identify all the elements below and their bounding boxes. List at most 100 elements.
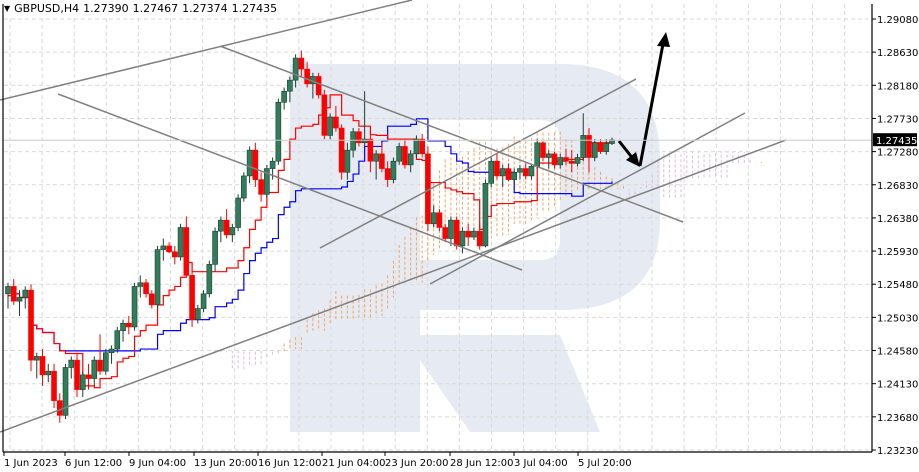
candle xyxy=(557,157,564,166)
candle xyxy=(327,116,333,136)
candle xyxy=(436,212,443,228)
candle xyxy=(505,168,512,180)
svg-text:1.29080: 1.29080 xyxy=(877,15,918,26)
candle xyxy=(419,138,425,155)
close-price: 1.27435 xyxy=(231,2,278,15)
candle xyxy=(603,143,610,152)
candle xyxy=(16,297,23,302)
candle xyxy=(586,135,592,158)
candle xyxy=(517,168,523,173)
candle xyxy=(545,153,552,158)
candle xyxy=(574,157,581,164)
price-scale-labels: 1.29080 1.28630 1.28180 1.27730 1.27280 1.268… xyxy=(872,15,918,457)
candle xyxy=(476,230,483,247)
trendline[interactable] xyxy=(0,0,413,101)
candle xyxy=(246,149,253,177)
candle xyxy=(45,370,52,376)
candle xyxy=(304,68,310,85)
candle xyxy=(206,264,213,295)
trendline[interactable] xyxy=(57,93,523,271)
svg-text:28 Jun 12:00: 28 Jun 12:00 xyxy=(450,458,514,469)
candle xyxy=(28,289,34,361)
candle xyxy=(333,116,339,129)
svg-text:6 Jun 12:00: 6 Jun 12:00 xyxy=(65,458,122,469)
svg-text:5 Jul 20:00: 5 Jul 20:00 xyxy=(578,458,632,469)
svg-text:13 Jun 20:00: 13 Jun 20:00 xyxy=(194,458,258,469)
arrow-up-icon xyxy=(657,32,670,47)
candle xyxy=(580,135,587,158)
candle xyxy=(183,227,190,276)
candle xyxy=(367,138,374,162)
candle xyxy=(528,166,535,177)
candle xyxy=(131,286,138,328)
watermark-logo xyxy=(290,64,660,432)
candle xyxy=(396,146,402,162)
svg-text:1.25030: 1.25030 xyxy=(877,313,918,324)
low-price: 1.27374 xyxy=(182,2,228,15)
candle xyxy=(471,230,477,238)
candle xyxy=(269,160,276,169)
candle xyxy=(413,138,420,155)
candle xyxy=(5,286,11,295)
svg-text:1.23680: 1.23680 xyxy=(877,413,918,424)
candle xyxy=(114,330,121,350)
candle xyxy=(62,367,69,416)
grid xyxy=(4,4,872,452)
candle xyxy=(321,94,328,136)
candle xyxy=(91,359,98,379)
candle xyxy=(39,356,46,376)
symbol-label: GBPUSD,H4 xyxy=(14,2,80,15)
svg-text:3 Jul 04:00: 3 Jul 04:00 xyxy=(514,458,568,469)
candle xyxy=(350,131,356,151)
candle xyxy=(465,230,471,238)
candle xyxy=(430,212,437,225)
candle xyxy=(85,374,92,379)
candle xyxy=(137,282,144,287)
candle xyxy=(315,76,322,96)
high-price: 1.27467 xyxy=(132,2,179,15)
candle xyxy=(568,160,575,164)
trendline[interactable] xyxy=(429,112,746,285)
candle xyxy=(229,227,236,236)
forecast-arrows xyxy=(617,32,670,167)
candle xyxy=(74,359,80,390)
trendline[interactable] xyxy=(0,139,787,433)
candle xyxy=(56,400,63,416)
candle xyxy=(218,219,224,232)
candle xyxy=(390,160,397,180)
time-scale-labels: 1 Jun 2023 6 Jun 12:00 9 Jun 04:00 13 Jun 2… xyxy=(3,452,632,469)
candle xyxy=(494,160,500,177)
current-price-tag xyxy=(873,133,917,147)
candle xyxy=(275,101,282,162)
candle xyxy=(68,359,75,368)
candle xyxy=(154,249,161,306)
svg-text:1.27730: 1.27730 xyxy=(877,114,918,125)
trendline[interactable] xyxy=(319,78,637,249)
candle xyxy=(189,275,195,320)
candle xyxy=(597,142,604,152)
candle xyxy=(281,90,287,103)
candle xyxy=(10,286,17,302)
candle xyxy=(540,142,546,158)
candles xyxy=(5,50,615,423)
svg-text:1 Jun 2023: 1 Jun 2023 xyxy=(4,458,58,469)
candle xyxy=(448,219,454,239)
svg-text:1.25480: 1.25480 xyxy=(877,280,918,291)
candle xyxy=(120,322,126,331)
candle xyxy=(384,168,391,180)
svg-text:21 Jun 04:00: 21 Jun 04:00 xyxy=(322,458,386,469)
trendlines xyxy=(0,0,787,433)
candle xyxy=(51,370,57,401)
trendline[interactable] xyxy=(219,45,684,223)
svg-text:16 Jun 12:00: 16 Jun 12:00 xyxy=(258,458,322,469)
svg-text:9 Jun 04:00: 9 Jun 04:00 xyxy=(129,458,186,469)
candle xyxy=(373,153,379,162)
candle xyxy=(102,352,109,372)
tenkan-sen-line xyxy=(8,94,612,389)
candle xyxy=(22,289,29,298)
candle xyxy=(166,245,172,253)
svg-text:1.28630: 1.28630 xyxy=(877,48,918,59)
collapse-triangle-icon[interactable]: ▼ xyxy=(4,4,11,13)
